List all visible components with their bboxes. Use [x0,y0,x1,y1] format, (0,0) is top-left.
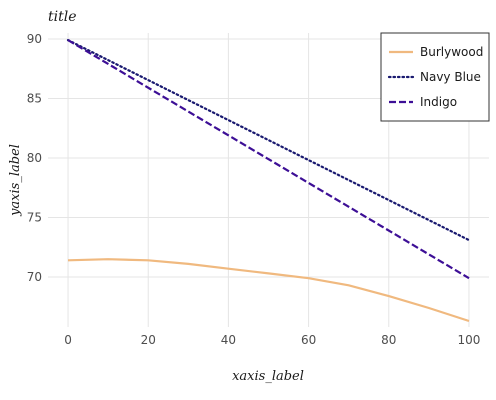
y-tick-label: 90 [27,32,42,46]
x-tick-label: 80 [381,333,396,347]
legend-label-burlywood: Burlywood [420,45,483,59]
chart-title: title [48,9,77,25]
series-line-indigo [67,39,470,280]
y-tick-label: 70 [27,270,42,284]
x-tick-labels: 0 20 40 60 80 100 [64,333,480,347]
series-line-navy-blue [66,38,471,242]
y-tick-labels: 70 75 80 85 90 [27,32,42,284]
y-tick-label: 80 [27,151,42,165]
legend-label-navy-blue: Navy Blue [420,70,481,84]
x-axis-title: xaxis_label [232,369,304,384]
legend: Burlywood Navy Blue Indigo [380,32,490,122]
y-tick-label: 75 [27,210,42,224]
x-tick-label: 100 [458,333,481,347]
x-tick-label: 0 [64,333,72,347]
x-tick-label: 40 [221,333,236,347]
y-tick-label: 85 [27,91,42,105]
series-line-burlywood [67,258,470,323]
legend-label-indigo: Indigo [420,95,457,109]
x-tick-label: 60 [301,333,316,347]
x-tick-label: 20 [141,333,156,347]
legend-items: Burlywood Navy Blue Indigo [387,45,483,109]
series-lines [66,38,471,323]
y-axis-title: yaxis_label [8,144,23,217]
